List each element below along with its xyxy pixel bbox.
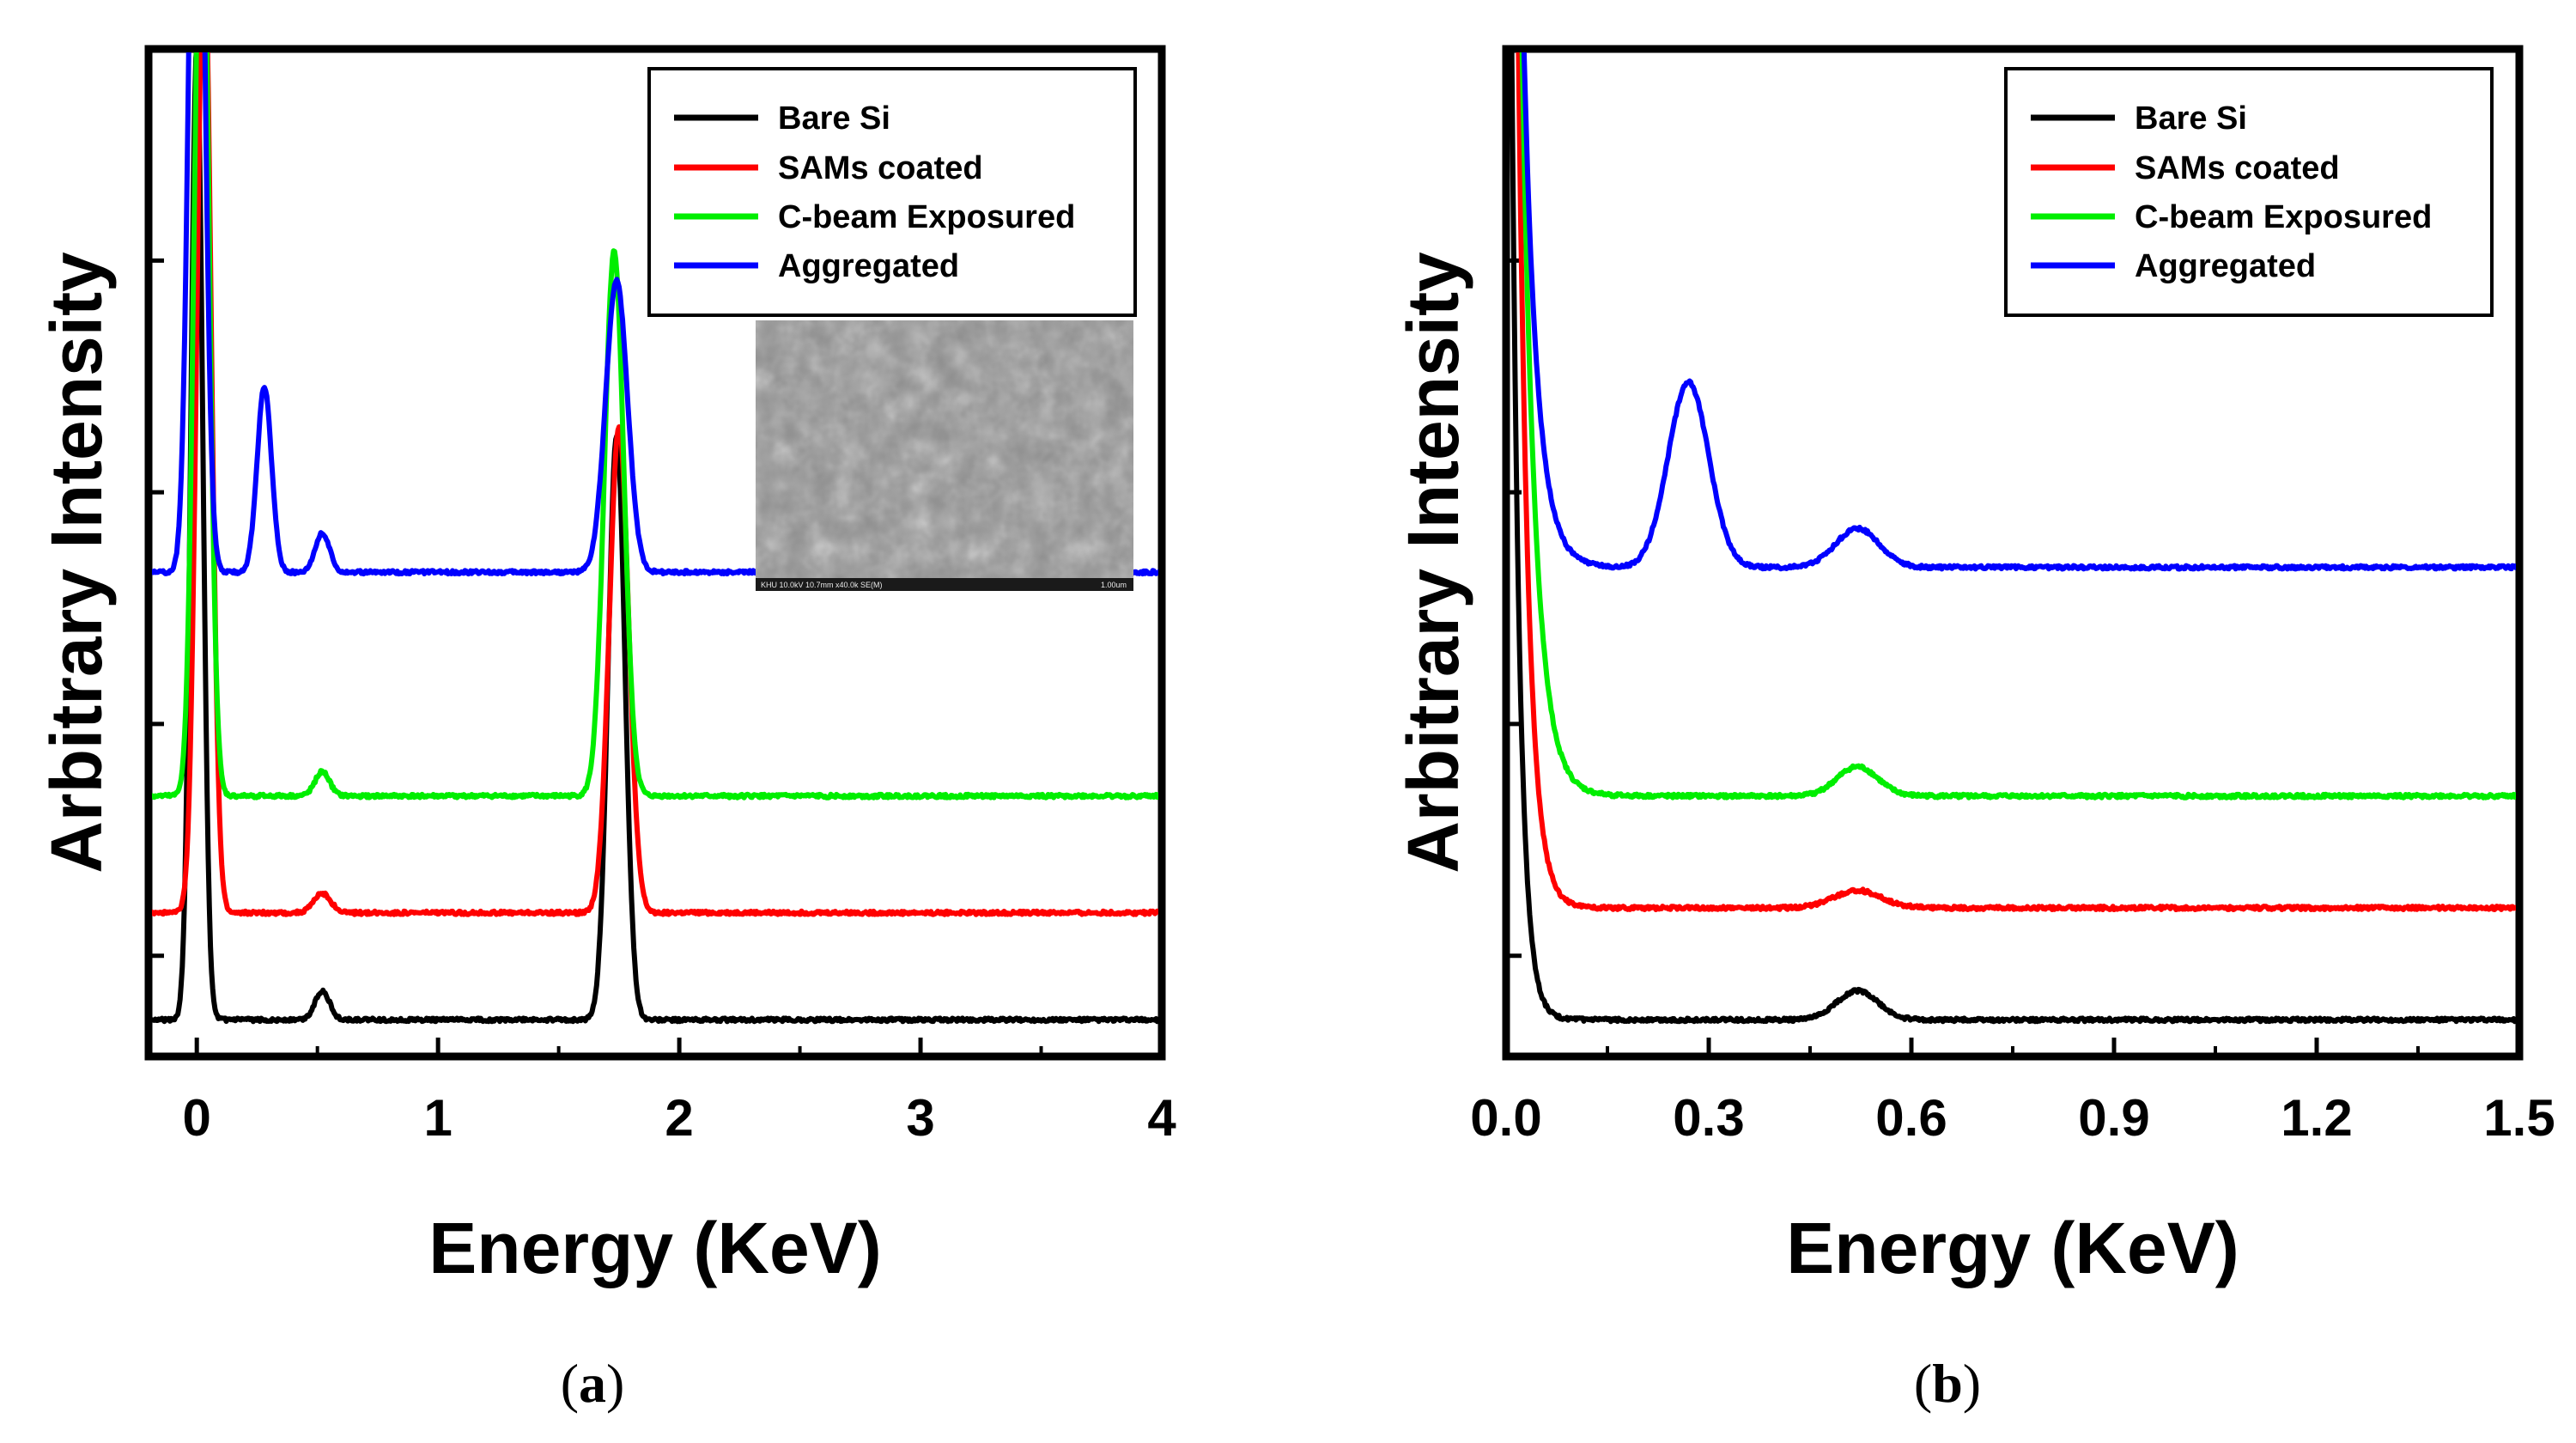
panel-b-caption: (b) (1914, 1353, 1981, 1414)
panel-a-legend-label-c-beam: C-beam Exposured (778, 199, 1075, 235)
panel-b-y-axis-title: Arbitrary Intensity (1393, 252, 1473, 874)
panel-b-chart: 0.0 0.3 0.6 0.9 1.2 1.5 Arbitrary Intensity E… (1393, 45, 2555, 1414)
panel-a-x-tick-label-4: 4 (1147, 1089, 1176, 1147)
panel-a-x-tick-label-2: 2 (665, 1089, 693, 1147)
panel-b-x-tick-label-5: 1.5 (2483, 1089, 2555, 1147)
panel-a-legend-label-aggregated: Aggregated (778, 248, 959, 284)
panel-b-series-sams-coated (1516, 52, 2516, 912)
panel-b-series-c-beam-exposured (1519, 52, 2516, 801)
panel-a-plot-frame (144, 45, 1166, 1061)
panel-b-x-tick-label-0: 0.0 (1470, 1089, 1541, 1147)
panel-a-x-tick-label-3: 3 (906, 1089, 934, 1147)
panel-a-caption: (a) (561, 1353, 625, 1414)
panel-a-legend: Bare Si SAMs coated C-beam Exposured Agg… (647, 67, 1137, 317)
panel-a-chart: 0 1 2 3 4 Arbitrary Intensity Energy (KeV) (36, 45, 1177, 1414)
panel-b-legend: Bare Si SAMs coated C-beam Exposured Agg… (2004, 67, 2494, 317)
panel-b-x-ticks (1504, 1038, 2522, 1056)
panel-a-series-bare-si (152, 52, 1158, 1025)
panel-a-x-tick-label-0: 0 (183, 1089, 211, 1147)
panel-b-x-tick-label-2: 0.6 (1875, 1089, 1947, 1147)
panel-b-legend-label-aggregated: Aggregated (2135, 248, 2316, 284)
panel-b-legend-label-c-beam: C-beam Exposured (2135, 199, 2432, 235)
sem-inset-image: KHU 10.0kV 10.7mm x40.0k SE(M) 1.00um (756, 320, 1133, 591)
sem-inset-scale: 1.00um (1101, 581, 1127, 589)
panel-b-series-lines (1510, 52, 2516, 1025)
panel-b-series-bare-si (1510, 52, 2516, 1025)
panel-a-legend-label-sams-coated: SAMs coated (778, 150, 983, 186)
panel-a-tick-labels: 0 1 2 3 4 (183, 1089, 1177, 1147)
panel-b-x-tick-label-4: 1.2 (2281, 1089, 2352, 1147)
panel-a-y-axis-title: Arbitrary Intensity (36, 252, 117, 874)
panel-b-legend-label-sams-coated: SAMs coated (2135, 150, 2340, 186)
panel-b-x-tick-label-1: 0.3 (1673, 1089, 1744, 1147)
panel-b-x-tick-label-3: 0.9 (2078, 1089, 2149, 1147)
panel-b-legend-label-bare-si: Bare Si (2135, 100, 2247, 137)
panel-a-x-axis-title: Energy (KeV) (428, 1208, 881, 1288)
panel-b-tick-labels: 0.0 0.3 0.6 0.9 1.2 1.5 (1470, 1089, 2555, 1147)
panel-a-series-sams-coated (152, 52, 1158, 917)
panel-b-series-aggregated (1521, 52, 2516, 572)
panel-b-x-axis-title: Energy (KeV) (1786, 1208, 2239, 1288)
panel-a-legend-label-bare-si: Bare Si (778, 100, 890, 137)
panel-a-series-c-beam-exposured (152, 52, 1158, 801)
panel-a-x-ticks (194, 1038, 1164, 1056)
panel-a-y-ticks (149, 258, 164, 959)
sem-inset-caption: KHU 10.0kV 10.7mm x40.0k SE(M) (761, 581, 883, 589)
panel-a-x-tick-label-1: 1 (423, 1089, 452, 1147)
